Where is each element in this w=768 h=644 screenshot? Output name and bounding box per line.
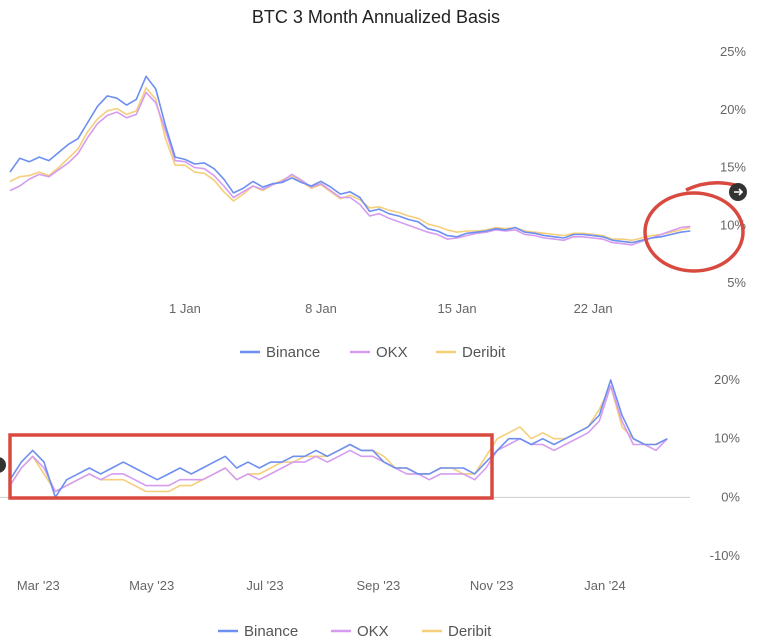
arrow-right-icon bbox=[734, 188, 744, 196]
legend-label-deribit[interactable]: Deribit bbox=[448, 623, 492, 640]
bottom-y-tick-label: -10% bbox=[710, 548, 741, 563]
top-y-tick-label: 25% bbox=[720, 44, 746, 59]
top-x-tick-label: 1 Jan bbox=[169, 301, 201, 316]
bottom-x-tick-label: Sep '23 bbox=[356, 578, 400, 593]
legend-label-deribit[interactable]: Deribit bbox=[462, 344, 506, 361]
bottom-x-tick-label: Nov '23 bbox=[470, 578, 514, 593]
highlight-circle-annotation bbox=[643, 191, 745, 273]
top-series-line-okx bbox=[9, 91, 691, 246]
top-series-lines bbox=[9, 75, 691, 246]
top-series-line-binance bbox=[9, 75, 691, 244]
top-x-tick-label: 22 Jan bbox=[574, 301, 613, 316]
top-x-axis: 1 Jan 8 Jan 15 Jan 22 Jan bbox=[169, 301, 613, 316]
bottom-chart: 20% 10% 0% -10% Mar '23 May '23 Jul '23 Sep '2… bbox=[0, 372, 740, 640]
top-y-axis: 25%20%15%10%5% bbox=[720, 44, 746, 290]
bottom-y-tick-label: 10% bbox=[714, 431, 740, 446]
bottom-y-tick-label: 0% bbox=[721, 489, 740, 504]
bottom-y-tick-label: 20% bbox=[714, 372, 740, 387]
highlight-rectangle-annotation bbox=[8, 433, 494, 500]
bottom-x-tick-label: May '23 bbox=[129, 578, 174, 593]
bottom-legend: Binance OKX Deribit bbox=[218, 623, 492, 640]
bottom-series-line-okx bbox=[9, 385, 668, 493]
top-legend: Binance OKX Deribit bbox=[240, 344, 506, 361]
top-series-line-deribit bbox=[9, 87, 691, 242]
top-y-tick-label: 20% bbox=[720, 102, 746, 117]
top-chart: BTC 3 Month Annualized Basis 25%20%15%10… bbox=[9, 7, 746, 361]
bottom-x-axis: Mar '23 May '23 Jul '23 Sep '23 Nov '23 Jan '… bbox=[17, 578, 626, 593]
scroll-right-button[interactable] bbox=[729, 183, 747, 201]
chart-title: BTC 3 Month Annualized Basis bbox=[252, 7, 500, 27]
legend-label-binance[interactable]: Binance bbox=[266, 344, 320, 361]
bottom-x-tick-label: Jul '23 bbox=[246, 578, 283, 593]
bottom-series-lines bbox=[9, 379, 668, 499]
top-x-tick-label: 15 Jan bbox=[438, 301, 477, 316]
scroll-left-button[interactable] bbox=[0, 457, 6, 473]
bottom-series-line-binance bbox=[9, 379, 668, 499]
legend-label-binance[interactable]: Binance bbox=[244, 623, 298, 640]
bottom-y-axis: 20% 10% 0% -10% bbox=[710, 372, 741, 563]
legend-label-okx[interactable]: OKX bbox=[357, 623, 389, 640]
bottom-x-tick-label: Mar '23 bbox=[17, 578, 60, 593]
bottom-x-tick-label: Jan '24 bbox=[584, 578, 626, 593]
chevron-left-icon bbox=[0, 457, 6, 473]
legend-label-okx[interactable]: OKX bbox=[376, 344, 408, 361]
top-x-tick-label: 8 Jan bbox=[305, 301, 337, 316]
top-y-tick-label: 5% bbox=[727, 275, 746, 290]
top-y-tick-label: 15% bbox=[720, 160, 746, 175]
